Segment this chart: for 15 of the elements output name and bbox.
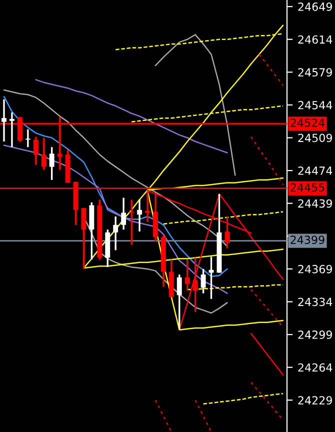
y-tick-label: 24439: [298, 199, 332, 208]
y-tick-label: 24474: [298, 166, 332, 175]
ref-line-label: 24399: [290, 236, 324, 244]
ref-line-label: 24524: [290, 118, 324, 127]
y-tick-label: 24614: [298, 35, 332, 44]
y-tick-label: 24299: [298, 330, 332, 339]
y-tick-label: 24544: [298, 100, 332, 110]
y-tick-label: 24334: [298, 298, 332, 306]
y-tick-label: 24264: [298, 363, 332, 372]
y-tick-label: 24579: [298, 68, 332, 77]
y-tick-label: 24649: [298, 2, 332, 11]
y-tick-label: 24369: [298, 264, 332, 274]
y-tick-label: 24229: [298, 396, 332, 405]
y-tick-label: 24509: [298, 134, 332, 142]
ref-line-label: 24455: [290, 183, 324, 192]
